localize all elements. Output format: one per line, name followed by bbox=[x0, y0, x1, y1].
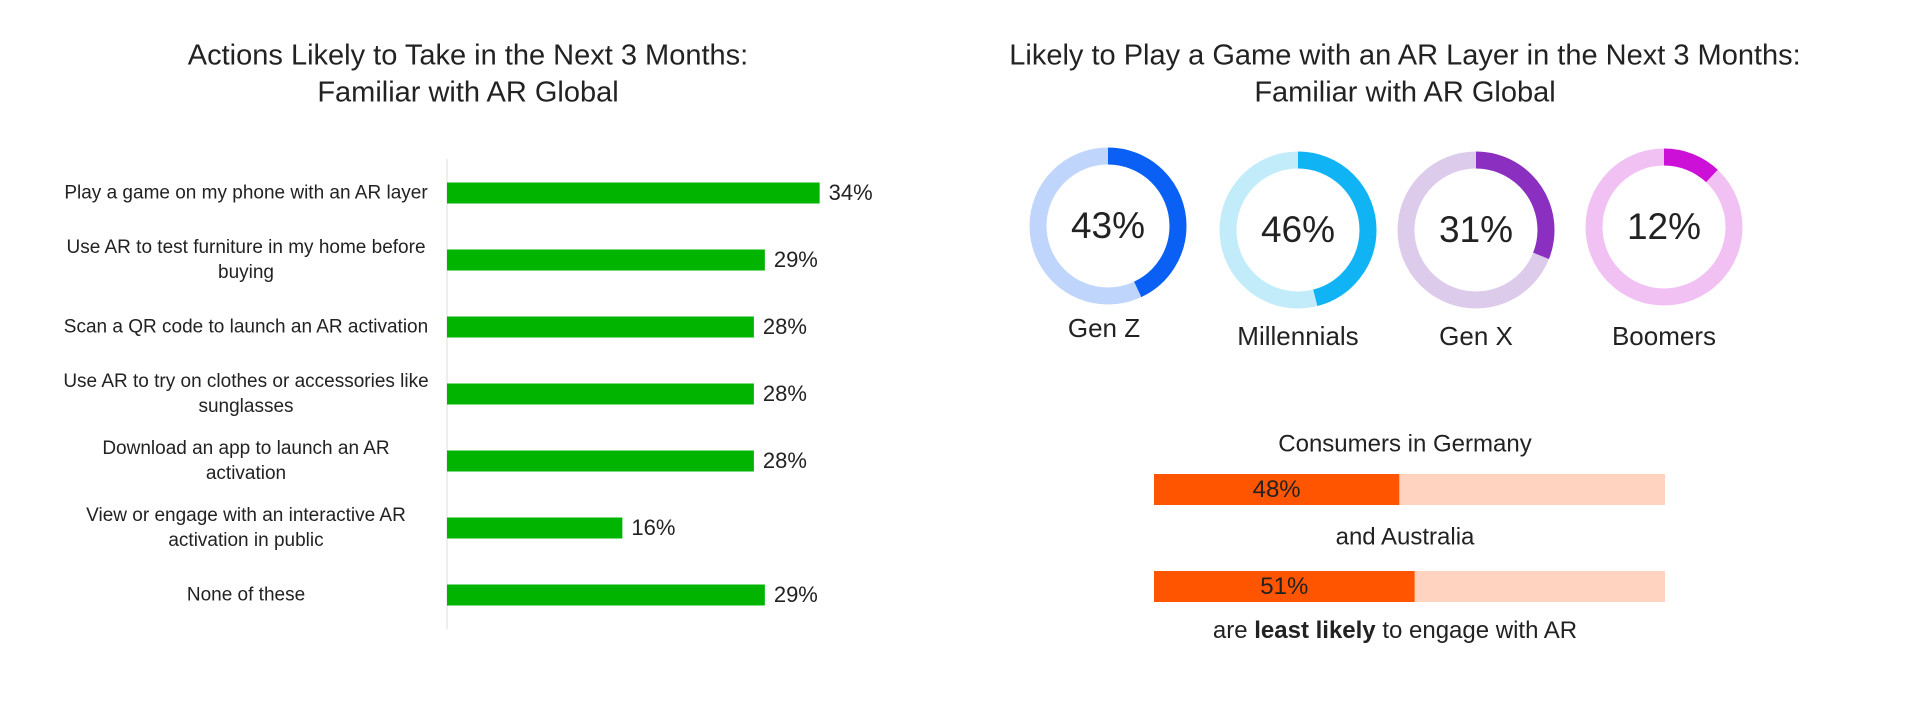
donut-arc bbox=[1585, 148, 1743, 306]
bar bbox=[447, 182, 820, 204]
bar bbox=[447, 249, 765, 271]
category-label: Use AR to test furniture in my home befo… bbox=[66, 237, 426, 283]
donut-label: Millennials bbox=[1237, 321, 1358, 351]
donut-value: 31% bbox=[1439, 209, 1513, 250]
text-part: are bbox=[1213, 617, 1254, 644]
value-label: 28% bbox=[763, 314, 807, 339]
bar-caption: and Australia bbox=[1336, 523, 1475, 550]
donut-label: Gen Z bbox=[1068, 313, 1140, 343]
bar bbox=[447, 383, 754, 405]
value-label: 34% bbox=[829, 180, 873, 205]
category-label: Download an app to launch an AR activati… bbox=[102, 438, 390, 484]
bar bbox=[1154, 474, 1400, 505]
footer-text: are least likely to engage with AR bbox=[1213, 617, 1577, 644]
value-label: 29% bbox=[774, 247, 818, 272]
donut-arc bbox=[1397, 151, 1555, 309]
chart-title: Likely to Play a Game with an AR Layer i… bbox=[1009, 40, 1800, 72]
value-label: 16% bbox=[631, 515, 675, 540]
value-label: 48% bbox=[1253, 476, 1301, 503]
chart-title: Actions Likely to Take in the Next 3 Mon… bbox=[188, 40, 748, 72]
bar bbox=[447, 517, 623, 539]
donut-arc bbox=[1029, 147, 1187, 305]
donut-label: Boomers bbox=[1612, 321, 1716, 351]
value-label: 29% bbox=[774, 582, 818, 607]
text-part: least likely bbox=[1254, 617, 1376, 644]
category-label: Use AR to try on clothes or accessories … bbox=[63, 371, 429, 417]
category-label: View or engage with an interactive AR ac… bbox=[86, 505, 406, 551]
bar bbox=[1154, 571, 1415, 602]
bar-caption: Consumers in Germany bbox=[1278, 430, 1531, 457]
bar bbox=[447, 584, 765, 606]
text-part: to engage with AR bbox=[1376, 617, 1577, 644]
value-label: 51% bbox=[1260, 573, 1308, 600]
chart-title: Familiar with AR Global bbox=[317, 77, 618, 109]
donut-value: 46% bbox=[1261, 209, 1335, 250]
donut-value: 12% bbox=[1627, 206, 1701, 247]
bar bbox=[447, 316, 754, 338]
category-label: None of these bbox=[186, 584, 306, 606]
category-label: Play a game on my phone with an AR layer bbox=[64, 182, 428, 204]
chart-title: Familiar with AR Global bbox=[1254, 77, 1555, 109]
donut-label: Gen X bbox=[1439, 321, 1513, 351]
bar bbox=[447, 450, 754, 472]
value-label: 28% bbox=[763, 448, 807, 473]
category-label: Scan a QR code to launch an AR activatio… bbox=[63, 316, 429, 338]
donut-value: 43% bbox=[1071, 205, 1145, 246]
donut-arc bbox=[1219, 151, 1377, 309]
value-label: 28% bbox=[763, 381, 807, 406]
